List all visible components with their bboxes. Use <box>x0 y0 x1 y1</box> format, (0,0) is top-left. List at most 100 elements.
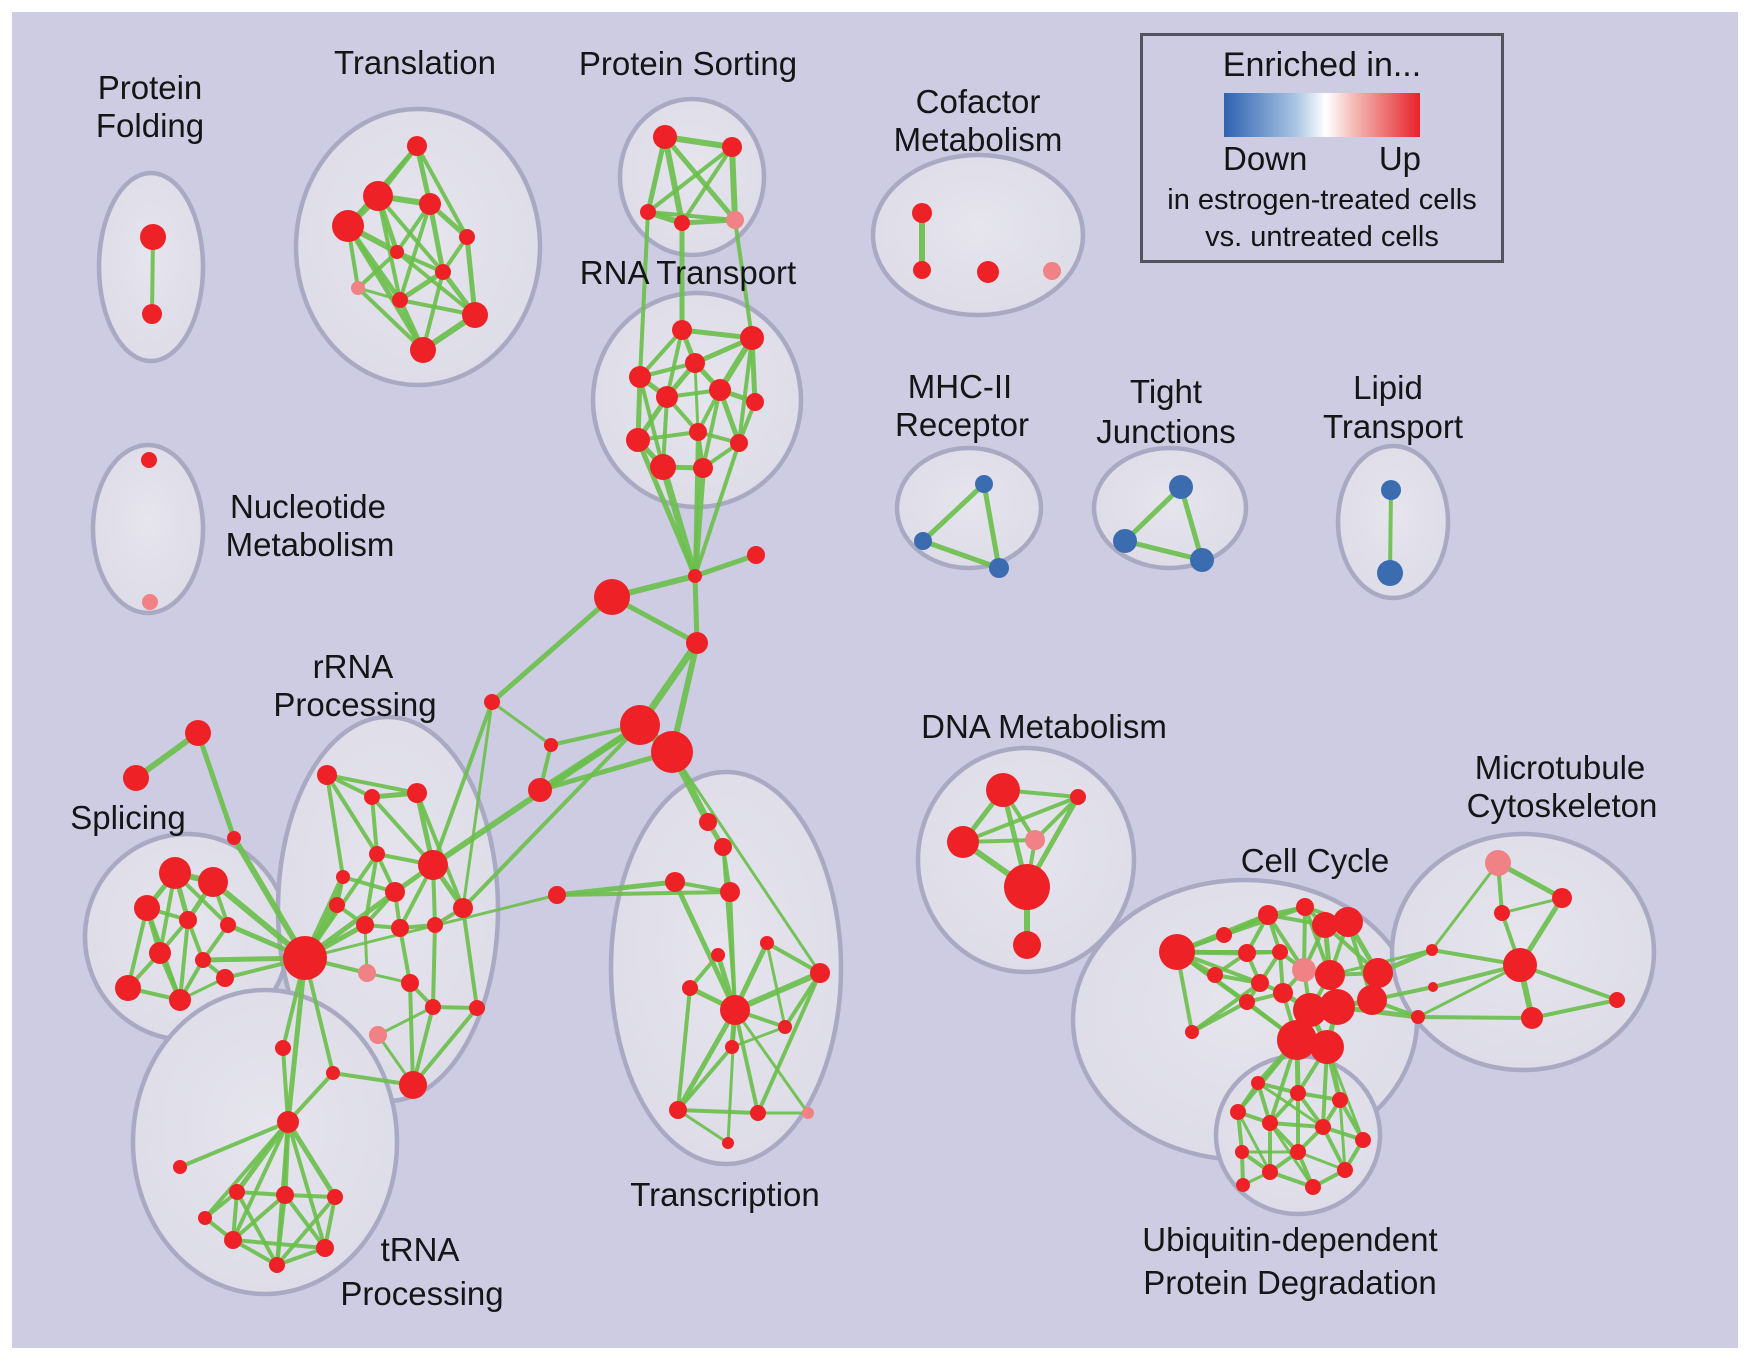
gene-set-node-a0 <box>185 720 211 746</box>
cluster-label-microtubule-cytoskeleton-line2: Cytoskeleton <box>1467 787 1658 824</box>
cluster-label-translation: Translation <box>334 44 496 81</box>
gene-set-node-s5 <box>149 942 171 964</box>
gene-set-node-d4 <box>1004 864 1050 910</box>
gene-set-node-ps2 <box>640 204 656 220</box>
similarity-edge-mh0-mh2 <box>981 481 1002 571</box>
gene-set-node-n7 <box>810 963 830 983</box>
similarity-edge-u3-u7 <box>275 1193 287 1267</box>
gene-set-node-cc6 <box>1272 944 1288 960</box>
similarity-edge-g9-g14 <box>398 926 412 985</box>
cluster-ellipse-cofactor-metabolism <box>870 152 1086 318</box>
similarity-edge-n8-n12 <box>733 1008 760 1115</box>
similarity-edge-r1-r9 <box>737 336 754 445</box>
similarity-edge-g11-g16 <box>461 906 479 1010</box>
similarity-edge-n8-n14 <box>726 1008 737 1145</box>
gene-set-node-tx1 <box>651 731 693 773</box>
similarity-edge-tj0-tj2 <box>1178 484 1205 563</box>
cluster-label-tight-junctions-line1: Tight <box>1130 373 1202 410</box>
similarity-edge-ub3-ub9 <box>1236 1110 1272 1174</box>
similarity-edge-ps0-ps3 <box>662 134 685 226</box>
similarity-edge-tj1-tj2 <box>1122 538 1205 563</box>
cluster-label-cofactor-metabolism-line2: Metabolism <box>894 121 1063 158</box>
similarity-edge-t2-t6 <box>427 201 446 275</box>
legend-axis-labels: Down Up <box>1223 140 1421 178</box>
legend-down-label: Down <box>1223 140 1308 177</box>
gene-set-node-tj1 <box>1113 529 1137 553</box>
similarity-edge-t5-t6 <box>395 250 445 274</box>
gene-set-node-t0 <box>407 136 427 156</box>
similarity-edge-ps1-ps2 <box>646 145 734 214</box>
gene-set-node-g19 <box>326 1066 340 1080</box>
legend-up-label: Up <box>1378 140 1421 177</box>
similarity-edge-r0-r4 <box>665 328 684 399</box>
cluster-label-rrna-processing-line2: Processing <box>273 686 436 723</box>
gene-set-node-cn1 <box>1428 982 1438 992</box>
gene-set-node-mt4 <box>1521 1007 1543 1029</box>
gene-set-node-u6 <box>316 1239 334 1257</box>
cluster-label-rrna-processing-line1: rRNA <box>313 648 394 685</box>
gene-set-node-cf0 <box>912 203 932 223</box>
gene-set-node-r3 <box>629 366 651 388</box>
gene-set-node-n2 <box>665 872 685 892</box>
similarity-edge-cn2-mt3 <box>1416 963 1522 1019</box>
gene-set-node-r1 <box>740 326 764 350</box>
gene-set-node-t5 <box>390 245 404 259</box>
gene-set-node-cc19 <box>1216 927 1232 943</box>
gene-set-node-d3 <box>1025 830 1045 850</box>
gene-set-node-r6 <box>746 393 764 411</box>
similarity-edge-n7-n12 <box>756 971 822 1115</box>
similarity-edge-mt1-mt2 <box>1500 896 1564 915</box>
gene-set-node-n4 <box>711 948 725 962</box>
gene-set-node-s1 <box>198 867 228 897</box>
similarity-edge-a0-a2 <box>195 730 237 841</box>
gene-set-node-ub10 <box>1305 1179 1321 1195</box>
gene-set-node-c2 <box>594 579 630 615</box>
similarity-edge-tj0-tj1 <box>1122 484 1184 544</box>
similarity-edge-r11-c0 <box>692 465 706 579</box>
gene-set-node-lt1 <box>1377 560 1403 586</box>
similarity-edge-r2-r7 <box>693 361 700 434</box>
gene-set-node-hub <box>283 936 327 980</box>
gene-set-node-mt5 <box>1609 992 1625 1008</box>
similarity-edge-d1-d2 <box>961 795 1080 844</box>
similarity-edge-mh0-mh1 <box>920 481 987 544</box>
similarity-edge-t5-t9 <box>395 250 477 317</box>
gene-set-node-t8 <box>392 292 408 308</box>
similarity-edge-t6-t10 <box>421 270 445 352</box>
similarity-edge-n2-n8 <box>672 879 738 1013</box>
similarity-edge-g19-u0 <box>286 1071 335 1124</box>
similarity-edge-t4-t9 <box>464 234 478 318</box>
similarity-edge-t3-t10 <box>345 223 426 353</box>
gene-set-node-ub1 <box>1290 1085 1306 1101</box>
gene-set-node-r0 <box>672 320 692 340</box>
gene-set-node-cc11 <box>1273 983 1293 1003</box>
gene-set-node-u8 <box>198 1211 212 1225</box>
similarity-edge-ps0-ps4 <box>662 134 738 223</box>
gene-set-node-s6 <box>195 952 211 968</box>
similarity-edge-g10-g15 <box>431 923 437 1009</box>
cluster-label-cell-cycle: Cell Cycle <box>1241 842 1390 879</box>
gene-set-node-n9 <box>725 1040 739 1054</box>
gene-set-node-lt0 <box>1381 480 1401 500</box>
similarity-edge-cc12-cc18 <box>1190 1000 1249 1034</box>
gene-set-node-tx0 <box>620 705 660 745</box>
similarity-edge-ub5-ub12 <box>1321 1125 1347 1172</box>
gene-set-node-l1 <box>528 778 552 802</box>
gene-set-node-ub3 <box>1230 1104 1246 1120</box>
gene-set-node-t7 <box>351 281 365 295</box>
gene-set-node-g9 <box>391 919 409 937</box>
gene-set-node-r10 <box>650 454 676 480</box>
gene-set-node-d2 <box>1070 789 1086 805</box>
cluster-label-nucleotide-metabolism-line2: Metabolism <box>226 526 395 563</box>
gene-set-node-cc17 <box>1310 1030 1344 1064</box>
gene-set-node-ub9 <box>1262 1164 1278 1180</box>
gene-set-node-s8 <box>169 989 191 1011</box>
gene-set-node-g0 <box>317 765 337 785</box>
similarity-edge-ps4-r1 <box>733 218 754 340</box>
gene-set-node-cc4 <box>1333 907 1363 937</box>
gene-set-node-r5 <box>709 379 731 401</box>
gene-set-node-l0 <box>544 738 558 752</box>
gene-set-node-u3 <box>276 1186 294 1204</box>
cluster-label-ubiquitin-degradation-line2: Protein Degradation <box>1143 1264 1437 1301</box>
